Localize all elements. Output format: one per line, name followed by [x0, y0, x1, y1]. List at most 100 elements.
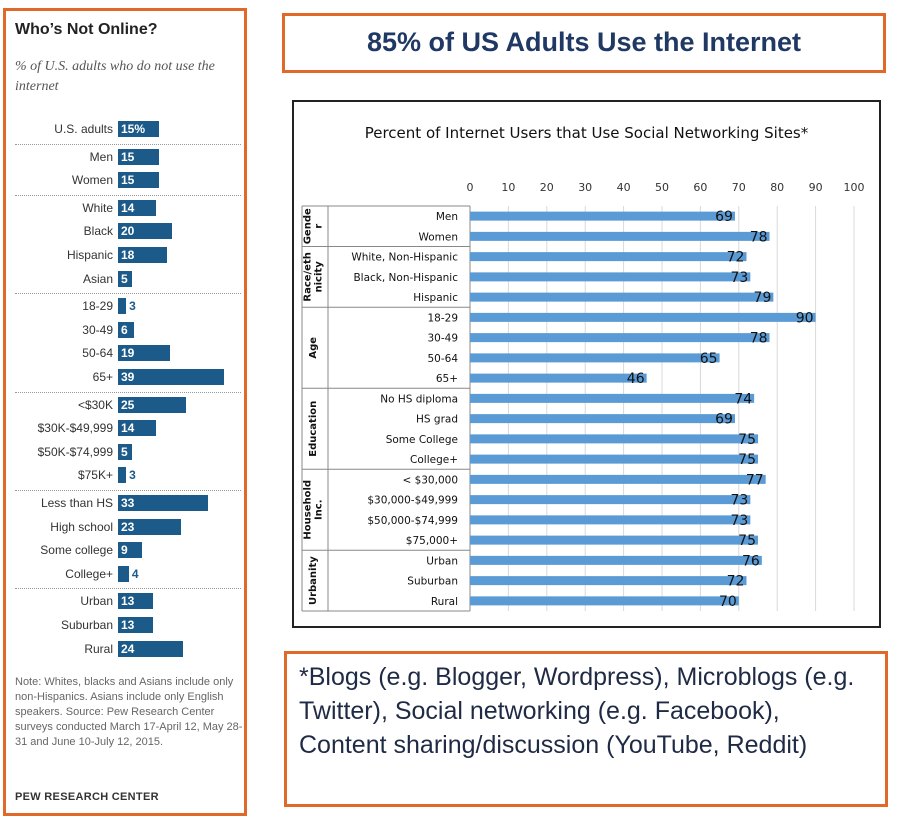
- left-bar-value: 25: [121, 397, 135, 412]
- left-bar-label: Asian: [82, 271, 113, 286]
- left-bar: [118, 369, 225, 385]
- left-bar-label: 30-49: [82, 322, 113, 337]
- group-divider: [15, 391, 241, 393]
- category-label: Women: [418, 231, 458, 243]
- left-bar-value: 15: [121, 173, 135, 188]
- left-bar-label: College+: [65, 566, 113, 581]
- left-bar-value: 15%: [121, 122, 146, 136]
- group-label: Education: [308, 401, 319, 457]
- category-label: < $30,000: [402, 474, 458, 486]
- left-bar: [118, 298, 127, 315]
- bar: [470, 312, 816, 322]
- chart-title: Percent of Internet Users that Use Socia…: [364, 124, 809, 142]
- bar: [470, 555, 762, 565]
- x-tick-label: 70: [732, 181, 746, 194]
- left-bar: [118, 172, 159, 189]
- bar: [470, 353, 720, 363]
- left-bar-label: U.S. adults: [54, 122, 113, 136]
- left-bar-label: 50-64: [82, 346, 113, 361]
- bar: [470, 211, 735, 221]
- bar: [470, 252, 747, 262]
- left-bar: [118, 495, 208, 511]
- category-label: Rural: [431, 596, 458, 608]
- left-bar: [118, 420, 157, 437]
- category-label: College+: [410, 454, 458, 466]
- chart-plot: 0 10 20 30 40 50 60 70 80 90 100 Men 69 Women 78 Gender…: [301, 181, 865, 612]
- x-tick-label: 100: [844, 181, 865, 194]
- left-bar: [118, 247, 167, 263]
- left-panel: Who’s Not Online? % of U.S. adults who d…: [3, 8, 247, 816]
- left-bar-label: <$30K: [77, 397, 113, 412]
- data-label: 78: [750, 229, 768, 245]
- data-label: 73: [730, 270, 748, 286]
- left-bar-value: 13: [121, 618, 135, 632]
- category-label: 50-64: [427, 353, 458, 365]
- left-bar-label: 65+: [92, 370, 113, 384]
- bar: [470, 333, 770, 343]
- left-bar: [118, 518, 181, 535]
- left-bar: [118, 121, 159, 137]
- data-label: 90: [796, 310, 814, 326]
- bar: [470, 495, 751, 505]
- category-label: Some College: [386, 434, 458, 446]
- data-label: 69: [715, 412, 733, 428]
- left-bar: [118, 270, 132, 287]
- x-tick-label: 60: [693, 181, 707, 194]
- left-bar-value: 13: [121, 594, 135, 609]
- left-bar-value: 5: [121, 271, 128, 286]
- bar: [470, 454, 758, 464]
- left-bar-label: $75K+: [77, 468, 113, 483]
- group-label: Age: [308, 337, 319, 359]
- left-bar-value: 6: [121, 322, 128, 337]
- group-label: Urbanity: [308, 556, 319, 605]
- left-bar: [118, 321, 135, 338]
- footnote: *Blogs (e.g. Blogger, Wordpress), Microb…: [284, 651, 888, 807]
- left-panel-brand: PEW RESEARCH CENTER: [15, 791, 159, 803]
- left-bar: [118, 617, 154, 633]
- left-bar: [118, 467, 127, 484]
- x-tick-label: 0: [467, 181, 474, 194]
- left-bar-value: 3: [129, 299, 136, 314]
- left-bar-value: 20: [121, 224, 135, 239]
- data-label: 79: [754, 290, 772, 306]
- group-divider: [15, 194, 241, 196]
- left-bar-label: Black: [83, 224, 113, 239]
- data-label: 75: [738, 452, 756, 468]
- left-bar-label: $30K-$49,999: [37, 421, 113, 436]
- data-label: 46: [627, 371, 645, 387]
- category-label: $30,000-$49,999: [367, 495, 458, 507]
- left-bar-label: High school: [50, 519, 113, 534]
- left-bar: [118, 345, 170, 362]
- left-bar: [118, 148, 159, 165]
- group-divider: [15, 143, 241, 145]
- data-label: 74: [734, 391, 752, 407]
- left-bar-label: Suburban: [60, 618, 113, 632]
- left-bar-value: 19: [121, 346, 135, 361]
- bar: [470, 434, 758, 444]
- left-bar-value: 9: [121, 543, 128, 558]
- category-label: 18-29: [427, 312, 458, 324]
- left-bar: [118, 640, 184, 657]
- x-tick-label: 50: [655, 181, 669, 194]
- left-panel-note: Note: Whites, blacks and Asians include …: [15, 676, 243, 748]
- bar: [470, 292, 774, 302]
- category-label: Hispanic: [413, 292, 458, 304]
- bar: [470, 373, 647, 383]
- data-label: 72: [727, 250, 745, 266]
- x-tick-label: 40: [617, 181, 631, 194]
- left-bar-label: Some college: [40, 543, 113, 558]
- category-label: 65+: [436, 373, 458, 385]
- group-label: HouseholdInc.: [303, 480, 325, 540]
- data-label: 76: [742, 553, 760, 569]
- left-bar: [118, 396, 186, 413]
- left-bar-label: Urban: [80, 594, 113, 609]
- left-bar-label: $50K-$74,999: [37, 444, 113, 459]
- left-bar: [118, 565, 129, 582]
- bar: [470, 414, 735, 424]
- data-label: 65: [700, 351, 718, 367]
- group-label: Race/ethnicity: [303, 252, 325, 302]
- data-label: 70: [719, 594, 737, 610]
- left-bar-value: 3: [129, 468, 136, 483]
- left-bar-value: 39: [121, 370, 135, 384]
- data-label: 69: [715, 209, 733, 225]
